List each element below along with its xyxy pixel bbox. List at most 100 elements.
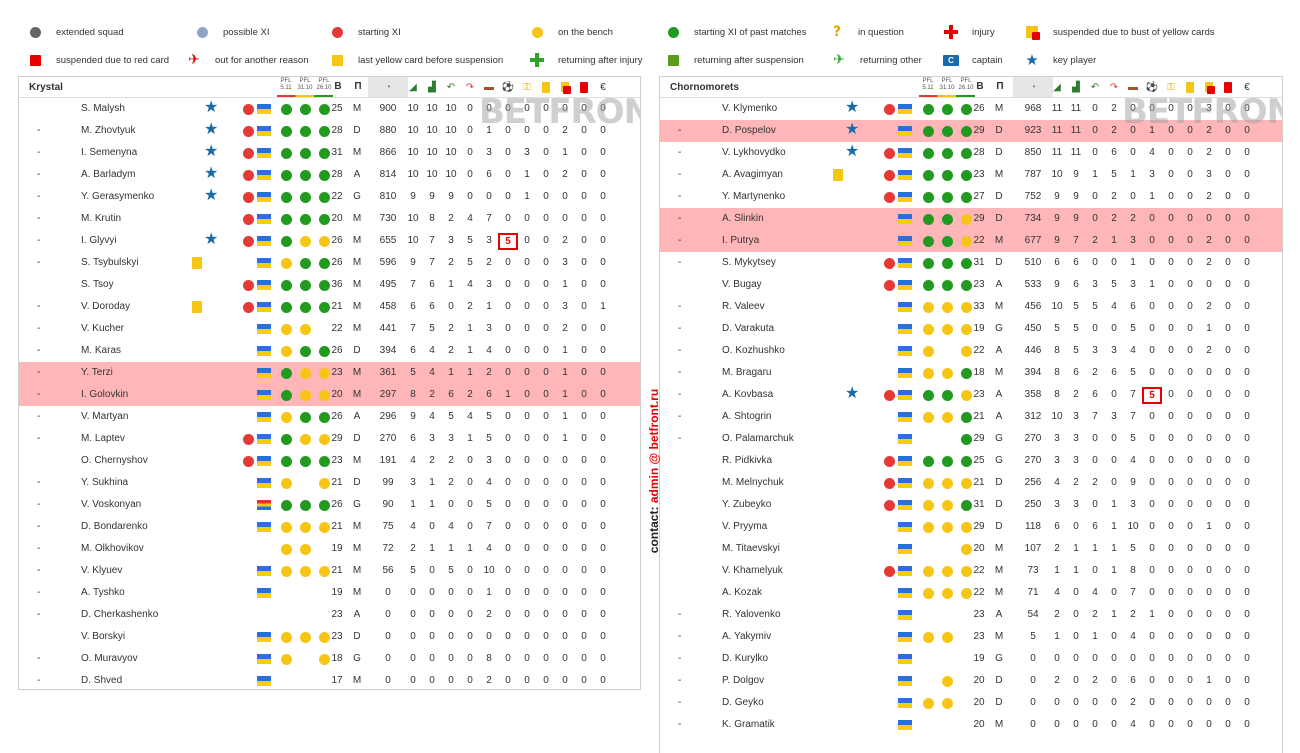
player-name[interactable]: M. Bragaru [722,367,772,378]
player-row[interactable]: - V. Voskonyan 26 G 90 1 1 0 0 5 0 0 0 0 0 0 [19,494,640,516]
player-name[interactable]: A. Shtogrin [722,411,772,422]
player-name[interactable]: R. Pidkivka [722,455,773,466]
player-row[interactable]: M. Titaevskyi 20 M 107 2 1 1 1 5 0 0 0 0 0 0 [660,538,1282,560]
player-name[interactable]: M. Melnychuk [722,477,784,488]
player-name[interactable]: A. Kozak [722,587,763,598]
player-name[interactable]: V. Klymenko [722,103,778,114]
player-row[interactable]: - V. Klyuev 21 M 56 5 0 5 0 10 0 0 0 0 0 0 [19,560,640,582]
player-name[interactable]: Y. Zubeyko [722,499,772,510]
player-row[interactable]: - M. Karas 26 D 394 6 4 2 1 4 0 0 0 1 0 0 [19,340,640,362]
player-row[interactable]: - Y. Terzi 23 M 361 5 4 1 1 2 0 0 0 1 0 0 [19,362,640,384]
player-row[interactable]: - R. Valeev 33 M 456 10 5 5 4 6 0 0 0 2 0 0 [660,296,1282,318]
player-name[interactable]: V. Borskyi [81,631,126,642]
player-row[interactable]: - M. Krutin 20 M 730 10 8 2 4 7 0 0 0 0 0 0 [19,208,640,230]
player-name[interactable]: V. Bugay [722,279,762,290]
player-row[interactable]: - A. Tyshko 19 M 0 0 0 0 0 1 0 0 0 0 0 0 [19,582,640,604]
player-row[interactable]: - M. Bragaru 18 M 394 8 6 2 6 5 0 0 0 0 0 0 [660,362,1282,384]
player-row[interactable]: - O. Palamarchuk 29 G 270 3 3 0 0 5 0 0 0 0 0 0 [660,428,1282,450]
player-name[interactable]: R. Valeev [722,301,765,312]
player-row[interactable]: S. Malysh ★ 25 M 900 10 10 10 0 0 0 0 0 0 0 0 [19,98,640,120]
player-row[interactable]: - V. Lykhovydko ★ 28 D 850 11 11 0 6 0 4 0 0 2 0 0 [660,142,1282,164]
player-name[interactable]: D. Kurylko [722,653,769,664]
player-row[interactable]: - D. Varakuta 19 G 450 5 5 0 0 5 0 0 0 1 0 0 [660,318,1282,340]
player-row[interactable]: - A. Shtogrin 21 A 312 10 3 7 3 7 0 0 0 0 0 0 [660,406,1282,428]
player-row[interactable]: - V. Martyan 26 A 296 9 4 5 4 5 0 0 0 1 0 0 [19,406,640,428]
player-row[interactable]: - A. Slinkin 29 D 734 9 9 0 2 2 0 0 0 0 0 0 [660,208,1282,230]
player-name[interactable]: V. Doroday [81,301,131,312]
player-name[interactable]: D. Pospelov [722,125,776,136]
player-name[interactable]: A. Yakymiv [722,631,772,642]
player-row[interactable]: V. Pryyma 29 D 118 6 0 6 1 10 0 0 0 1 0 0 [660,516,1282,538]
player-name[interactable]: O. Muravyov [81,653,138,664]
player-row[interactable]: - S. Mykytsey 31 D 510 6 6 0 0 1 0 0 0 2 0 0 [660,252,1282,274]
player-name[interactable]: M. Karas [81,345,122,356]
player-name[interactable]: V. Martyan [81,411,129,422]
player-name[interactable]: V. Klyuev [81,565,123,576]
player-row[interactable]: - D. Kurylko 19 G 0 0 0 0 0 0 0 0 0 0 0 0 [660,648,1282,670]
player-row[interactable]: - M. Zhovtyuk ★ 28 D 880 10 10 10 0 1 0 0 0 2 0 0 [19,120,640,142]
player-row[interactable]: Y. Zubeyko 31 D 250 3 3 0 1 3 0 0 0 0 0 0 [660,494,1282,516]
player-name[interactable]: M. Krutin [81,213,122,224]
player-row[interactable]: - D. Cherkashenko 23 A 0 0 0 0 0 2 0 0 0 0 0 0 [19,604,640,626]
player-name[interactable]: A. Avagimyan [722,169,783,180]
player-name[interactable]: A. Slinkin [722,213,764,224]
player-row[interactable]: - A. Kovbasa ★ 23 A 358 8 2 6 0 7 5 0 0 0 0 0 [660,384,1282,406]
player-row[interactable]: - D. Shved 17 M 0 0 0 0 0 2 0 0 0 0 0 0 [19,670,640,689]
player-name[interactable]: Y. Sukhina [81,477,129,488]
player-row[interactable]: - D. Bondarenko 21 M 75 4 0 4 0 7 0 0 0 0 0 0 [19,516,640,538]
player-row[interactable]: - V. Doroday 21 M 458 6 6 0 2 1 0 0 0 3 0 1 [19,296,640,318]
player-name[interactable]: A. Kovbasa [722,389,774,400]
player-name[interactable]: V. Voskonyan [81,499,142,510]
player-row[interactable]: V. Borskyi 23 D 0 0 0 0 0 0 0 0 0 0 0 0 [19,626,640,648]
player-name[interactable]: R. Yalovenko [722,609,781,620]
player-name[interactable]: I. Glyvyi [81,235,117,246]
player-row[interactable]: - O. Muravyov 18 G 0 0 0 0 0 8 0 0 0 0 0 0 [19,648,640,670]
player-row[interactable]: - A. Barladym ★ 28 A 814 10 10 10 0 6 0 1 0 2 0 0 [19,164,640,186]
player-name[interactable]: V. Lykhovydko [722,147,786,158]
player-row[interactable]: - P. Dolgov 20 D 0 2 0 2 0 6 0 0 0 1 0 0 [660,670,1282,692]
player-row[interactable]: - M. Olkhovikov 19 M 72 2 1 1 1 4 0 0 0 0 0 0 [19,538,640,560]
player-name[interactable]: A. Barladym [81,169,136,180]
player-name[interactable]: M. Laptev [81,433,125,444]
player-name[interactable]: D. Varakuta [722,323,775,334]
player-name[interactable]: O. Palamarchuk [722,433,794,444]
player-name[interactable]: K. Gramatik [722,719,775,730]
player-name[interactable]: Y. Martynenko [722,191,786,202]
player-name[interactable]: M. Titaevskyi [722,543,780,554]
player-name[interactable]: Y. Terzi [81,367,113,378]
player-row[interactable]: R. Pidkivka 25 G 270 3 3 0 0 4 0 0 0 0 0 0 [660,450,1282,472]
player-name[interactable]: D. Cherkashenko [81,609,159,620]
player-row[interactable]: A. Kozak 22 M 71 4 0 4 0 7 0 0 0 0 0 0 [660,582,1282,604]
player-row[interactable]: - V. Kucher 22 M 441 7 5 2 1 3 0 0 0 2 0 0 [19,318,640,340]
player-row[interactable]: - M. Laptev 29 D 270 6 3 3 1 5 0 0 0 1 0 0 [19,428,640,450]
player-row[interactable]: S. Tsoy 36 M 495 7 6 1 4 3 0 0 0 1 0 0 [19,274,640,296]
player-name[interactable]: S. Tsoy [81,279,114,290]
player-name[interactable]: M. Zhovtyuk [81,125,136,136]
player-row[interactable]: - D. Pospelov ★ 29 D 923 11 11 0 2 0 1 0 0 2 0 0 [660,120,1282,142]
player-row[interactable]: - I. Semenyna ★ 31 M 866 10 10 10 0 3 0 3 0 1 0 0 [19,142,640,164]
player-name[interactable]: D. Shved [81,675,123,686]
player-name[interactable]: M. Olkhovikov [81,543,144,554]
player-row[interactable]: - S. Tsybulskyi 26 M 596 9 7 2 5 2 0 0 0 3 0 0 [19,252,640,274]
player-name[interactable]: A. Tyshko [81,587,125,598]
player-row[interactable]: - A. Avagimyan 23 M 787 10 9 1 5 1 3 0 0 3 0 0 [660,164,1282,186]
player-row[interactable]: V. Klymenko ★ 26 M 968 11 11 0 2 0 0 0 0 3 0 0 [660,98,1282,120]
player-name[interactable]: P. Dolgov [722,675,765,686]
player-name[interactable]: V. Kucher [81,323,124,334]
player-name[interactable]: D. Geyko [722,697,764,708]
player-row[interactable]: - Y. Gerasymenko ★ 22 G 810 9 9 9 0 0 0 1 0 0 0 0 [19,186,640,208]
player-name[interactable]: O. Kozhushko [722,345,785,356]
player-name[interactable]: S. Malysh [81,103,125,114]
player-row[interactable]: O. Chernyshov 23 M 191 4 2 2 0 3 0 0 0 0 0 0 [19,450,640,472]
player-row[interactable]: - Y. Martynenko 27 D 752 9 9 0 2 0 1 0 0 2 0 0 [660,186,1282,208]
player-row[interactable]: M. Melnychuk 21 D 256 4 2 2 0 9 0 0 0 0 0 0 [660,472,1282,494]
player-name[interactable]: V. Pryyma [722,521,768,532]
player-row[interactable]: - I. Glyvyi ★ 26 M 655 10 7 3 5 3 5 0 0 2 0 0 [19,230,640,252]
player-name[interactable]: I. Putrya [722,235,760,246]
player-row[interactable]: V. Khamelyuk 22 M 73 1 1 0 1 8 0 0 0 0 0 0 [660,560,1282,582]
player-name[interactable]: I. Semenyna [81,147,138,158]
player-name[interactable]: S. Tsybulskyi [81,257,139,268]
player-row[interactable]: - I. Putrya 22 M 677 9 7 2 1 3 0 0 0 2 0 0 [660,230,1282,252]
player-row[interactable]: V. Bugay 23 A 533 9 6 3 5 3 1 0 0 0 0 0 [660,274,1282,296]
player-name[interactable]: S. Mykytsey [722,257,776,268]
